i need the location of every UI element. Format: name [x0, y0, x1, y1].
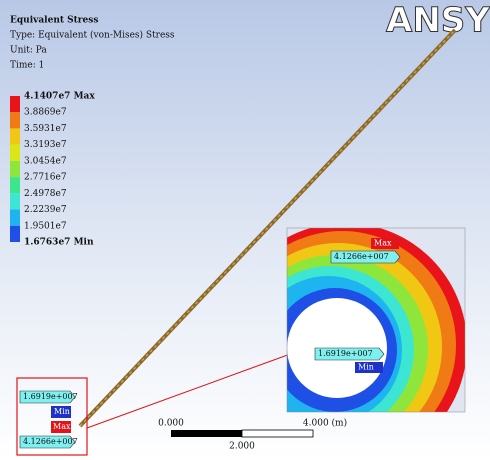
- probe-min: Min: [51, 406, 71, 418]
- beam-texture: [79, 29, 456, 427]
- probe-label: Min: [358, 363, 374, 372]
- legend-label: 2.4978e7: [24, 189, 67, 199]
- probe-label: 4.1266e+007: [23, 437, 78, 446]
- probe-min-value: 1.6919e+007: [19, 390, 78, 404]
- legend-swatch: [10, 128, 20, 145]
- probe-max-value: 4.1266e+007: [19, 435, 78, 449]
- logo: ANSYS: [386, 1, 490, 41]
- result-type: Type: Equivalent (von-Mises) Stress: [10, 30, 175, 41]
- probe-max: Max: [51, 421, 71, 433]
- scale-mid: 2.000: [229, 442, 255, 452]
- zoom-probe-max: Max: [371, 238, 399, 249]
- zoom-frame: [286, 227, 466, 413]
- result-title: Equivalent Stress: [10, 16, 98, 26]
- zoom-view: [287, 228, 465, 412]
- legend-label: 2.7716e7: [24, 173, 67, 183]
- scale-end: 4.000 (m): [303, 418, 347, 429]
- legend-label: 3.5931e7: [24, 124, 67, 134]
- scale-bar: [171, 429, 314, 438]
- scale-start: 0.000: [158, 419, 184, 429]
- probe-label: 1.6919e+007: [318, 349, 373, 358]
- probe-label: Max: [53, 422, 71, 431]
- legend-swatch: [10, 177, 20, 194]
- legend-swatch: [10, 160, 20, 178]
- legend-swatch: [10, 209, 20, 226]
- legend-swatch: [10, 225, 20, 242]
- zoom-probe-min-value: 1.6919e+007: [314, 347, 385, 361]
- legend-label: 2.2239e7: [24, 205, 67, 215]
- legend-swatch: [10, 96, 20, 113]
- probe-label: Max: [374, 239, 392, 248]
- probe-label: Min: [54, 407, 70, 416]
- legend-label: 4.1407e7 Max: [24, 92, 95, 102]
- legend: 4.1407e7 Max 3.8869e7 3.5931e7 3.3193e7 3.04…: [10, 92, 95, 248]
- legend-swatch: [10, 193, 20, 210]
- result-time: Time: 1: [10, 61, 44, 71]
- probe-label: 1.6919e+007: [23, 392, 78, 401]
- probe-label: 4.1266e+007: [334, 252, 389, 261]
- legend-swatch: [10, 144, 20, 161]
- legend-label: 3.8869e7: [24, 108, 67, 118]
- legend-label: 3.0454e7: [24, 156, 67, 166]
- legend-label: 3.3193e7: [24, 140, 67, 150]
- zoom-leader: [86, 344, 316, 429]
- zoom-probe-max-value: 4.1266e+007: [330, 250, 401, 264]
- legend-label: 1.6763e7 Min: [24, 238, 94, 248]
- legend-swatch: [10, 112, 20, 129]
- probe-box: [16, 377, 88, 456]
- legend-label: 1.9501e7: [24, 221, 67, 231]
- zoom-probe-min: Min: [355, 362, 383, 373]
- result-unit: Unit: Pa: [10, 46, 47, 56]
